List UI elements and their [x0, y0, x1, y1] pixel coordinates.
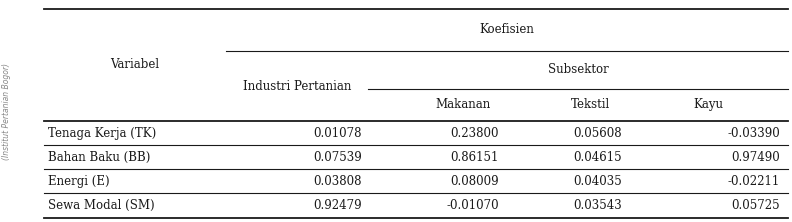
- Text: 0.04035: 0.04035: [573, 175, 622, 188]
- Text: 0.03808: 0.03808: [314, 175, 362, 188]
- Text: 0.04615: 0.04615: [573, 151, 622, 164]
- Text: 0.01078: 0.01078: [314, 127, 362, 140]
- Text: Kayu: Kayu: [694, 98, 724, 111]
- Text: -0.02211: -0.02211: [728, 175, 780, 188]
- Text: (Institut Pertanian Bogor): (Institut Pertanian Bogor): [2, 63, 11, 159]
- Text: 0.05608: 0.05608: [573, 127, 622, 140]
- Text: 0.23800: 0.23800: [451, 127, 499, 140]
- Text: Sewa Modal (SM): Sewa Modal (SM): [48, 199, 154, 212]
- Text: Industri Pertanian: Industri Pertanian: [243, 79, 351, 93]
- Text: Tekstil: Tekstil: [570, 98, 610, 111]
- Text: 0.07539: 0.07539: [313, 151, 362, 164]
- Text: Koefisien: Koefisien: [479, 24, 535, 36]
- Text: Makanan: Makanan: [436, 98, 491, 111]
- Text: 0.92479: 0.92479: [314, 199, 362, 212]
- Text: Bahan Baku (BB): Bahan Baku (BB): [48, 151, 150, 164]
- Text: Variabel: Variabel: [110, 58, 159, 71]
- Text: Energi (E): Energi (E): [48, 175, 109, 188]
- Text: 0.03543: 0.03543: [573, 199, 622, 212]
- Text: 0.05725: 0.05725: [732, 199, 780, 212]
- Text: 0.08009: 0.08009: [451, 175, 499, 188]
- Text: 0.86151: 0.86151: [451, 151, 499, 164]
- Text: 0.97490: 0.97490: [731, 151, 780, 164]
- Text: Subsektor: Subsektor: [548, 63, 608, 76]
- Text: -0.01070: -0.01070: [447, 199, 499, 212]
- Text: Tenaga Kerja (TK): Tenaga Kerja (TK): [48, 127, 156, 140]
- Text: -0.03390: -0.03390: [727, 127, 780, 140]
